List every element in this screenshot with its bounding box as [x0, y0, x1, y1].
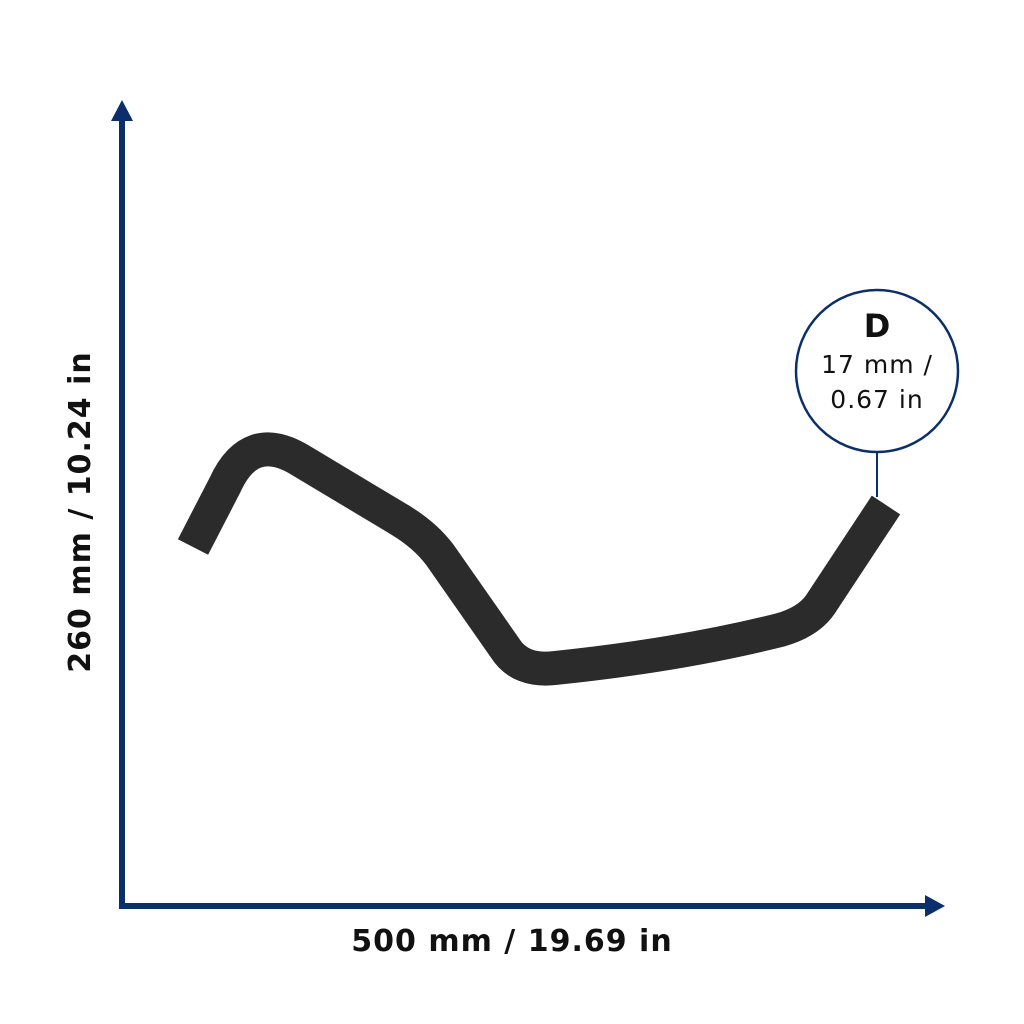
x-arrow — [925, 895, 945, 917]
width-label: 500 mm / 19.69 in — [351, 924, 672, 959]
diameter-metric: 17 mm / — [821, 350, 933, 379]
y-arrow — [111, 100, 133, 121]
height-label: 260 mm / 10.24 in — [63, 351, 98, 672]
diameter-letter: D — [864, 307, 891, 345]
axes — [119, 112, 932, 909]
hose — [177, 432, 901, 686]
diameter-imperial: 0.67 in — [830, 385, 923, 414]
callout-circle — [794, 288, 960, 454]
